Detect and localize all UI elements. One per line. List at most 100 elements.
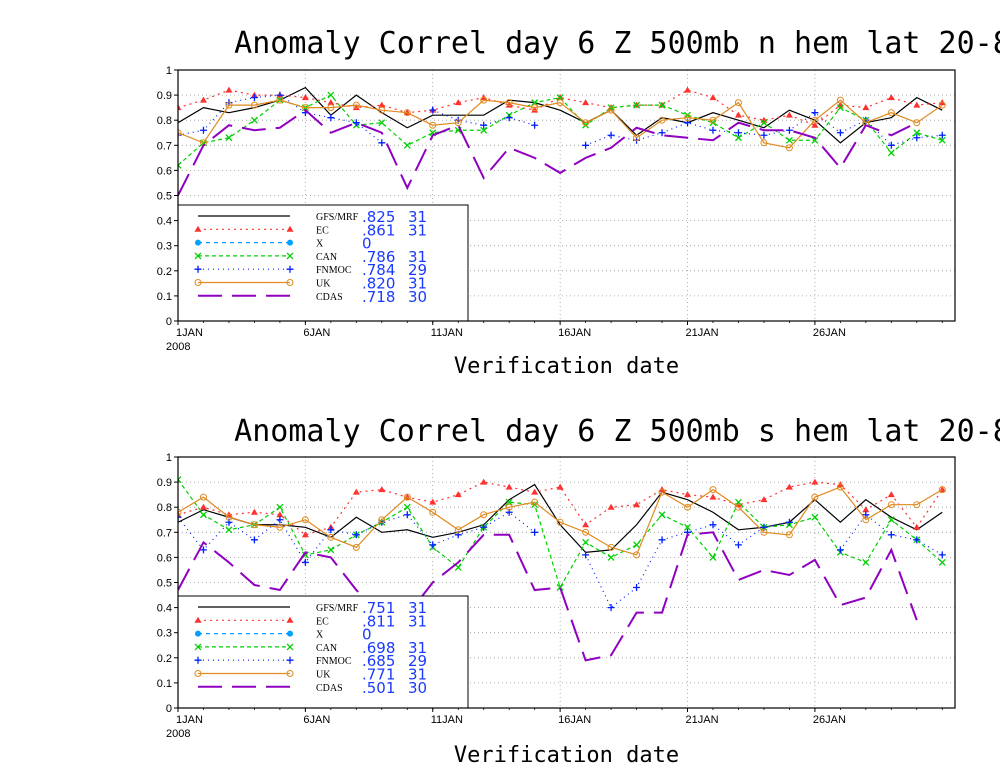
legend-entry: CDAS .501 30 (198, 679, 427, 697)
legend-series-name: CAN (316, 252, 337, 263)
data-point (429, 121, 437, 129)
legend-series-name: FNMOC (316, 265, 352, 276)
data-point (531, 498, 539, 506)
data-point (429, 508, 437, 516)
data-point (633, 584, 641, 592)
data-point (582, 551, 590, 559)
data-point (429, 106, 437, 114)
data-point (607, 604, 615, 612)
data-point (178, 129, 182, 137)
legend-marker (286, 225, 294, 232)
data-point (531, 528, 539, 536)
data-point (225, 86, 233, 93)
series-uk (178, 96, 946, 152)
legend-entry: CAN .786 31 (194, 248, 427, 266)
data-point (582, 528, 590, 536)
legend-series-name: EC (316, 225, 329, 236)
legend-count-value: 31 (408, 612, 427, 630)
legend-count-value: 31 (408, 639, 427, 657)
y-tick-label: 0.3 (157, 628, 172, 640)
data-point (556, 584, 564, 591)
data-point (658, 511, 666, 519)
x-tick-label: 16JAN (558, 714, 591, 726)
data-point (505, 498, 513, 506)
data-point (734, 129, 742, 137)
legend-entry: CAN .698 31 (194, 639, 427, 657)
data-point (199, 126, 207, 134)
data-point (378, 486, 386, 493)
data-point (811, 121, 819, 128)
data-point (378, 106, 386, 114)
data-point (505, 503, 513, 511)
data-point (658, 536, 666, 544)
data-point (352, 531, 360, 539)
legend-count-value: 29 (408, 652, 427, 670)
data-point (582, 141, 590, 149)
x-tick-label: 21JAN (686, 327, 719, 339)
y-tick-label: 0 (166, 703, 172, 715)
legend-marker (286, 670, 294, 677)
data-point (556, 483, 564, 490)
plot-area (178, 476, 946, 662)
legend-entry: FNMOC .784 29 (194, 261, 427, 279)
data-point (785, 136, 793, 144)
data-point (760, 119, 768, 127)
data-point (556, 94, 564, 102)
y-tick-label: 0.7 (157, 140, 172, 152)
legend-mean-value: 0 (362, 626, 372, 644)
data-point (734, 99, 742, 107)
data-point (556, 518, 564, 526)
data-point (301, 516, 309, 524)
data-point (887, 141, 895, 149)
x-axis-label: Verification date (454, 743, 679, 768)
data-point (709, 521, 717, 529)
data-point (505, 99, 513, 107)
data-point (403, 511, 411, 519)
data-point (531, 121, 539, 129)
legend-mean-value: .501 (362, 679, 395, 697)
data-point (607, 553, 615, 561)
legend-count-value: 31 (408, 248, 427, 266)
data-point (633, 541, 641, 549)
data-point (709, 486, 717, 494)
data-point (811, 116, 819, 124)
x-tick-year-label: 2008 (166, 341, 190, 353)
data-point (556, 99, 564, 107)
data-point (607, 543, 615, 551)
data-point (887, 491, 895, 498)
legend-series-name: EC (316, 616, 329, 627)
data-point (760, 528, 768, 536)
legend-mean-value: .751 (362, 599, 395, 617)
y-tick-label: 0.5 (157, 578, 172, 590)
data-point (938, 101, 946, 109)
legend-count-value: 31 (408, 221, 427, 239)
data-point (607, 503, 615, 510)
data-point (352, 119, 360, 127)
legend-box (177, 204, 469, 322)
series-line (178, 483, 943, 554)
data-point (225, 513, 233, 521)
data-point (454, 119, 462, 127)
data-point (633, 101, 641, 109)
y-tick-label: 0.1 (157, 678, 172, 690)
plot-area (178, 86, 946, 196)
series-line (178, 531, 918, 662)
legend-marker (194, 252, 202, 260)
x-axis-label: Verification date (454, 354, 679, 379)
data-point (403, 493, 411, 501)
data-point (505, 483, 513, 490)
data-point (785, 144, 793, 152)
y-tick-label: 1 (166, 452, 172, 464)
data-point (327, 104, 335, 112)
legend-mean-value: .698 (362, 639, 395, 657)
data-point (887, 149, 895, 157)
legend-entry: EC .811 31 (194, 612, 427, 630)
x-tick-label: 26JAN (813, 714, 846, 726)
y-tick-label: 0.1 (157, 291, 172, 303)
data-point (403, 141, 411, 149)
data-point (836, 96, 844, 104)
data-point (225, 526, 233, 534)
data-point (178, 508, 182, 516)
